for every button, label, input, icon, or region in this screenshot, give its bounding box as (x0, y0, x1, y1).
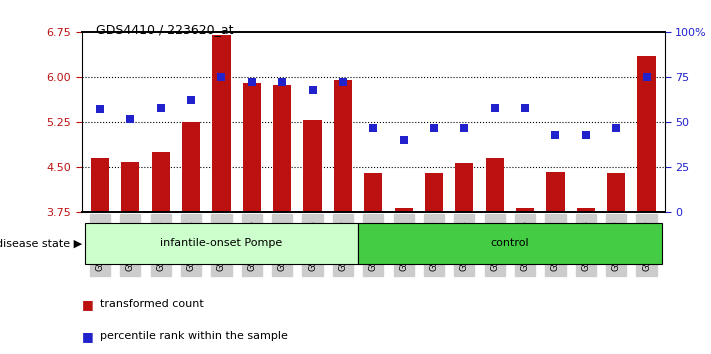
Point (428, 125, 439, 130)
Point (246, 80, 257, 85)
Point (368, 125, 379, 130)
Bar (304, 120, 321, 212)
Bar (425, 173, 443, 212)
Bar (242, 83, 261, 212)
Point (641, 74, 652, 80)
Point (550, 132, 561, 138)
Bar (516, 208, 534, 212)
Text: transformed count: transformed count (100, 299, 203, 309)
Bar (333, 80, 352, 212)
Bar (151, 152, 170, 212)
Bar (607, 173, 625, 212)
Bar (213, 35, 230, 212)
Bar (182, 122, 201, 212)
Bar (358, 223, 662, 264)
Bar (91, 158, 109, 212)
Bar (364, 173, 383, 212)
Point (459, 125, 470, 130)
Point (95, 107, 106, 112)
Bar (122, 162, 139, 212)
Point (277, 80, 288, 85)
Bar (395, 207, 413, 212)
Point (520, 105, 531, 110)
Point (398, 137, 410, 143)
Point (337, 80, 348, 85)
Bar (546, 172, 565, 212)
Text: GDS4410 / 223620_at: GDS4410 / 223620_at (96, 23, 233, 36)
Bar (486, 158, 504, 212)
Bar (85, 223, 358, 264)
Point (186, 98, 197, 103)
Text: infantile-onset Pompe: infantile-onset Pompe (160, 238, 282, 249)
Point (215, 74, 227, 80)
Point (611, 125, 622, 130)
Text: percentile rank within the sample: percentile rank within the sample (100, 331, 287, 341)
Bar (577, 208, 595, 212)
Point (155, 105, 166, 110)
Point (580, 132, 592, 138)
Text: control: control (491, 238, 529, 249)
Point (307, 87, 319, 92)
Point (489, 105, 501, 110)
Bar (455, 163, 474, 212)
Bar (273, 85, 292, 212)
Text: disease state ▶: disease state ▶ (0, 238, 82, 249)
Text: ■: ■ (82, 298, 97, 311)
Text: ■: ■ (82, 330, 97, 343)
Point (124, 116, 136, 121)
Bar (638, 56, 656, 212)
